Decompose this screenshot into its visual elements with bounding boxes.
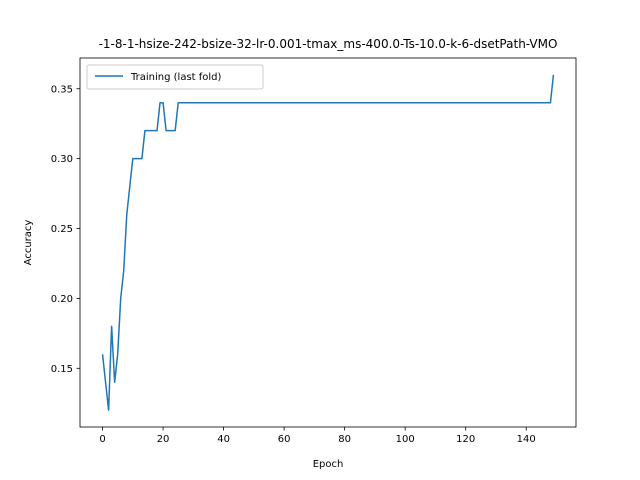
legend: Training (last fold) xyxy=(86,64,264,90)
y-tick-label: 0.25 xyxy=(51,224,73,235)
y-tick-label: 0.15 xyxy=(51,364,73,375)
legend-label-training: Training (last fold) xyxy=(130,72,222,83)
x-tick-label: 100 xyxy=(396,434,415,445)
x-axis-label: Epoch xyxy=(313,459,344,470)
x-tick-label: 120 xyxy=(456,434,475,445)
series-line-0 xyxy=(101,74,555,411)
chart-title: -1-8-1-hsize-242-bsize-32-lr-0.001-tmax_… xyxy=(99,37,558,51)
x-tick-label: 40 xyxy=(217,434,230,445)
x-tick-label: 60 xyxy=(278,434,291,445)
y-axis-label: Accuracy xyxy=(23,220,34,266)
x-tick-label: 140 xyxy=(517,434,536,445)
axes-frame xyxy=(79,57,577,428)
axis-ticks: 0 20 40 60 80 100 120 140 0.15 0.20 0.25 0.30 0.35 xyxy=(51,84,536,445)
plot-area xyxy=(101,74,555,411)
x-tick-label: 80 xyxy=(338,434,351,445)
x-tick-label: 20 xyxy=(157,434,170,445)
legend-box xyxy=(86,64,264,90)
y-tick-label: 0.30 xyxy=(51,154,73,165)
y-tick-label: 0.35 xyxy=(51,84,73,95)
y-tick-label: 0.20 xyxy=(51,294,73,305)
x-tick-label: 0 xyxy=(99,434,105,445)
